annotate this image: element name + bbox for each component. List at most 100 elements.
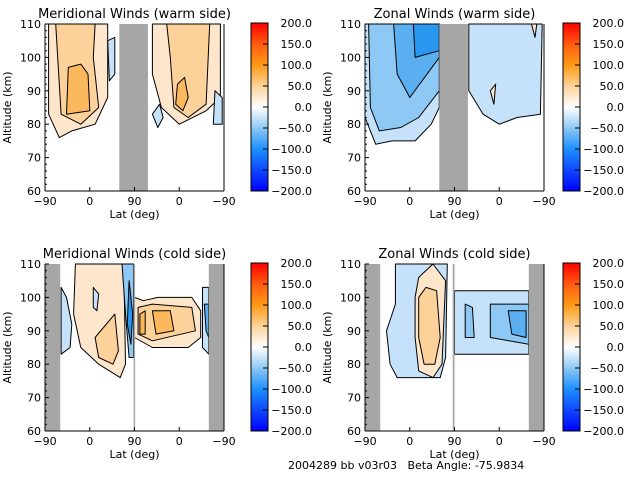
x-tick-label: −90	[33, 195, 56, 208]
colorbar-label: −150.0	[271, 164, 312, 177]
colorbar-label: −100.0	[583, 143, 624, 156]
contour-region	[468, 23, 543, 125]
x-tick-label: 90	[448, 435, 462, 448]
y-tick-label: 70	[27, 152, 41, 165]
y-axis-label: Altitude (km)	[321, 311, 334, 383]
colorbar-label: 150.0	[593, 38, 625, 51]
colorbar-label: 50.0	[288, 320, 313, 333]
y-tick-label: 60	[27, 185, 41, 198]
x-tick-label: 90	[128, 435, 142, 448]
y-axis-label: Altitude (km)	[321, 71, 334, 143]
contour-region	[212, 90, 223, 125]
contour-region	[464, 303, 475, 338]
masked-band	[452, 264, 455, 431]
colorbar-label: 150.0	[593, 278, 625, 291]
contour-region	[92, 286, 100, 312]
x-tick-label: 0	[176, 435, 183, 448]
y-axis-label: Altitude (km)	[1, 311, 14, 383]
colorbar-label: 100.0	[593, 59, 625, 72]
colorbar-label: 0.0	[607, 341, 625, 354]
x-tick-label: 0	[496, 195, 503, 208]
y-tick-label: 90	[347, 325, 361, 338]
contour-region	[489, 83, 497, 105]
y-tick-label: 110	[20, 18, 41, 31]
panel-zonal-cold: Zonal Winds (cold side) 60 70 80 90 100 110 −90…	[321, 247, 624, 461]
contour-region	[66, 63, 91, 115]
chart-title: Zonal Winds (warm side)	[374, 7, 536, 22]
y-tick-label: 90	[27, 325, 41, 338]
contour-region	[151, 310, 175, 335]
y-tick-label: 100	[20, 51, 41, 64]
y-tick-label: 90	[27, 85, 41, 98]
colorbar-label: 100.0	[281, 59, 313, 72]
y-tick-label: 60	[347, 185, 361, 198]
y-tick-label: 110	[340, 258, 361, 271]
colorbar-label: 50.0	[288, 80, 313, 93]
chart-title: Meridional Winds (warm side)	[38, 7, 231, 22]
y-tick-label: 60	[27, 425, 41, 438]
colorbar-label: 200.0	[593, 17, 625, 30]
y-tick-label: 80	[27, 358, 41, 371]
colorbar-label: −50.0	[278, 122, 312, 135]
x-tick-label: −90	[532, 195, 555, 208]
contour-region	[166, 23, 211, 118]
y-tick-label: 100	[340, 291, 361, 304]
x-axis-label: Lat (deg)	[430, 208, 480, 221]
x-tick-label: 90	[128, 195, 142, 208]
contour-region	[94, 313, 119, 365]
colorbar-label: 0.0	[295, 341, 313, 354]
masked-band	[365, 264, 381, 431]
contour-region	[60, 286, 73, 355]
contour-region	[139, 310, 146, 335]
contour-region	[151, 103, 164, 128]
y-tick-label: 100	[340, 51, 361, 64]
y-tick-label: 80	[347, 118, 361, 131]
colorbar-label: −150.0	[271, 404, 312, 417]
colorbar-label: 150.0	[281, 278, 313, 291]
contour-region	[418, 286, 441, 365]
colorbar-label: 50.0	[600, 320, 625, 333]
colorbar-label: −200.0	[271, 185, 312, 198]
contour-region	[126, 280, 134, 345]
colorbar-label: 0.0	[295, 101, 313, 114]
x-axis-label: Lat (deg)	[110, 448, 160, 461]
colorbar-label: 200.0	[281, 257, 313, 270]
x-tick-label: 90	[448, 195, 462, 208]
panel-meridional-warm: Meridional Winds (warm side) 60 70 80 90 100 1…	[1, 7, 312, 221]
y-tick-label: 70	[27, 392, 41, 405]
y-tick-label: 110	[340, 18, 361, 31]
colorbar-label: −100.0	[271, 383, 312, 396]
x-tick-label: 0	[406, 435, 413, 448]
colorbar-label: 100.0	[281, 299, 313, 312]
y-tick-label: 60	[347, 425, 361, 438]
colorbar-label: 0.0	[607, 101, 625, 114]
panel-meridional-cold: Meridional Winds (cold side) 60 70 80 90 100 1…	[1, 247, 312, 461]
masked-band	[528, 264, 544, 431]
y-tick-label: 100	[20, 291, 41, 304]
y-tick-label: 90	[347, 85, 361, 98]
x-tick-label: −90	[353, 195, 376, 208]
y-tick-label: 110	[20, 258, 41, 271]
colorbar-label: −200.0	[583, 185, 624, 198]
colorbar-label: −100.0	[271, 143, 312, 156]
masked-band	[208, 264, 224, 431]
contour-region	[531, 23, 538, 38]
y-axis-label: Altitude (km)	[1, 71, 14, 143]
x-tick-label: 0	[176, 195, 183, 208]
contour-region	[507, 310, 527, 338]
chart-title: Meridional Winds (cold side)	[43, 247, 226, 262]
colorbar-label: −200.0	[271, 425, 312, 438]
colorbar-label: 150.0	[281, 38, 313, 51]
masked-band	[439, 24, 468, 191]
masked-band	[133, 264, 136, 431]
x-tick-label: 0	[406, 195, 413, 208]
colorbar-label: −150.0	[583, 404, 624, 417]
x-tick-label: −90	[33, 435, 56, 448]
x-tick-label: −90	[532, 435, 555, 448]
contour-region	[107, 36, 116, 82]
x-axis-label: Lat (deg)	[430, 448, 480, 461]
x-tick-label: −90	[212, 195, 235, 208]
y-tick-label: 70	[347, 152, 361, 165]
x-tick-label: 0	[86, 435, 93, 448]
y-tick-label: 80	[27, 118, 41, 131]
